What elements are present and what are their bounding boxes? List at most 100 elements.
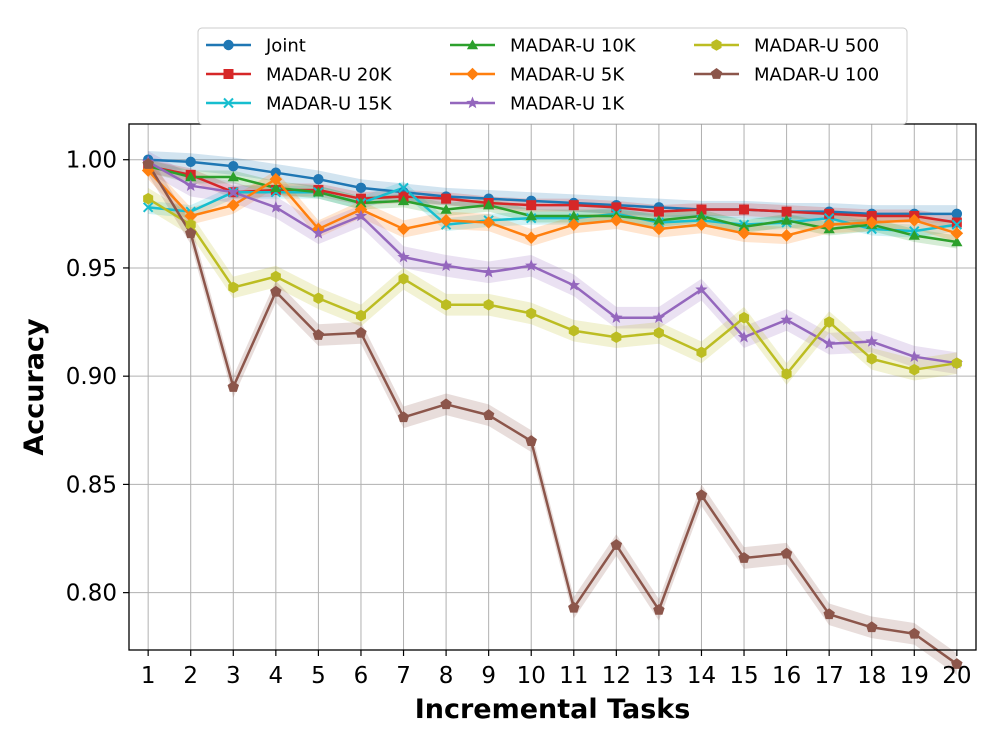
- point-madar-u-500: [143, 192, 154, 205]
- x-tick-label: 2: [183, 663, 198, 689]
- line-joint: [148, 158, 957, 216]
- grid: [129, 124, 976, 650]
- point-madar-u-20k: [568, 200, 579, 211]
- x-tick-label: 14: [687, 663, 716, 689]
- point-madar-u-5k: [184, 209, 198, 223]
- point-madar-u-5k: [950, 227, 964, 240]
- line-madar-u-500: [147, 197, 958, 376]
- legend-marker-madar-u-20k: [223, 69, 234, 79]
- legend-marker-madar-u-5k: [466, 67, 479, 81]
- legend: Joint MADAR-U 20K MADAR-U 15K MADAR-U 10K MA…: [197, 27, 908, 125]
- point-madar-u-10k: [355, 197, 367, 208]
- point-madar-u-500: [568, 324, 579, 337]
- line-madar-u-1k: [147, 160, 958, 365]
- point-madar-u-15k: [142, 202, 154, 213]
- point-madar-u-1k: [695, 283, 708, 295]
- point-madar-u-10k: [440, 204, 452, 214]
- x-tick-label: 13: [644, 663, 673, 689]
- point-madar-u-100: [227, 381, 239, 392]
- point-madar-u-5k: [524, 231, 538, 244]
- band-madar-u-20k: [148, 159, 957, 229]
- point-madar-u-500: [441, 298, 452, 311]
- point-madar-u-10k: [695, 210, 708, 221]
- point-madar-u-1k: [482, 265, 495, 278]
- point-madar-u-20k: [866, 210, 877, 221]
- legend-marker-madar-u-500: [711, 39, 722, 51]
- legend-label-madar-u-20k: MADAR-U 20K: [266, 65, 393, 86]
- legend-marker-madar-u-15k: [223, 97, 234, 109]
- point-madar-u-10k: [568, 210, 580, 221]
- point-madar-u-500: [228, 281, 239, 294]
- point-madar-u-15k: [823, 212, 835, 224]
- point-madar-u-100: [482, 409, 495, 420]
- point-madar-u-1k: [397, 250, 410, 263]
- point-madar-u-500: [185, 218, 196, 231]
- point-madar-u-10k: [738, 221, 750, 232]
- point-madar-u-500: [866, 353, 877, 365]
- point-madar-u-500: [270, 270, 281, 283]
- y-tick-label: 0.85: [66, 472, 117, 498]
- point-madar-u-100: [270, 285, 282, 297]
- point-madar-u-1k: [865, 335, 878, 347]
- point-madar-u-1k: [610, 311, 623, 323]
- point-joint: [951, 208, 963, 220]
- point-madar-u-5k: [397, 222, 410, 236]
- x-tick-label: 15: [729, 663, 758, 689]
- y-tick-label: 0.80: [66, 581, 117, 607]
- point-madar-u-20k: [653, 206, 664, 217]
- point-madar-u-1k: [525, 259, 538, 272]
- x-tick-label: 8: [439, 663, 454, 689]
- point-madar-u-20k: [696, 204, 707, 215]
- line-madar-u-15k: [148, 186, 958, 233]
- band-madar-u-1k: [148, 151, 957, 375]
- point-madar-u-500: [526, 307, 537, 320]
- legend-marker-joint: [223, 39, 234, 51]
- point-madar-u-20k: [824, 208, 835, 219]
- x-tick-label: 1: [141, 663, 156, 689]
- point-madar-u-5k: [695, 218, 708, 231]
- point-madar-u-1k: [780, 313, 793, 326]
- legend-label-madar-u-15k: MADAR-U 15K: [266, 94, 393, 115]
- point-madar-u-500: [398, 272, 409, 285]
- point-madar-u-15k: [398, 182, 409, 194]
- legend-label-madar-u-500: MADAR-U 500: [754, 36, 879, 57]
- point-madar-u-5k: [780, 229, 793, 242]
- legend-marker-madar-u-1k: [466, 96, 479, 109]
- point-madar-u-100: [142, 158, 154, 169]
- point-madar-u-1k: [184, 179, 197, 191]
- legend-label-madar-u-5k: MADAR-U 5K: [510, 65, 625, 86]
- legend-box: [197, 27, 908, 125]
- point-joint: [313, 173, 324, 185]
- x-axis-title: Incremental Tasks: [415, 694, 691, 725]
- point-madar-u-10k: [653, 214, 665, 225]
- point-madar-u-20k: [781, 206, 792, 217]
- series-lines: [147, 158, 958, 666]
- point-madar-u-100: [568, 601, 580, 613]
- x-tick-label: 19: [900, 663, 929, 689]
- point-madar-u-100: [951, 658, 963, 669]
- point-joint: [355, 182, 367, 194]
- point-madar-u-1k: [354, 209, 368, 222]
- legend-label-madar-u-10k: MADAR-U 10K: [510, 36, 637, 57]
- line-madar-u-5k: [147, 169, 958, 239]
- point-madar-u-15k: [951, 219, 963, 230]
- point-madar-u-500: [483, 298, 494, 311]
- band-madar-u-500: [148, 187, 957, 385]
- point-madar-u-100: [355, 326, 367, 338]
- point-madar-u-1k: [567, 278, 580, 291]
- y-tick-label: 1.00: [66, 148, 117, 174]
- y-axis-title: Accuracy: [19, 318, 50, 456]
- point-madar-u-500: [951, 357, 962, 369]
- point-madar-u-100: [738, 552, 750, 563]
- point-madar-u-100: [185, 227, 197, 239]
- point-madar-u-100: [866, 621, 878, 633]
- point-madar-u-1k: [312, 226, 325, 239]
- legend-label-madar-u-100: MADAR-U 100: [754, 65, 879, 86]
- point-madar-u-5k: [822, 218, 836, 231]
- band-madar-u-100: [148, 153, 957, 675]
- x-axis-ticks: 1 2 3 4 5 6 7 8 9 10 11 12 13 14 15 16 17 18 19 20: [141, 650, 971, 689]
- x-tick-label: 6: [354, 663, 369, 689]
- legend-label-madar-u-1k: MADAR-U 1K: [510, 94, 625, 115]
- y-tick-label: 0.95: [66, 256, 117, 282]
